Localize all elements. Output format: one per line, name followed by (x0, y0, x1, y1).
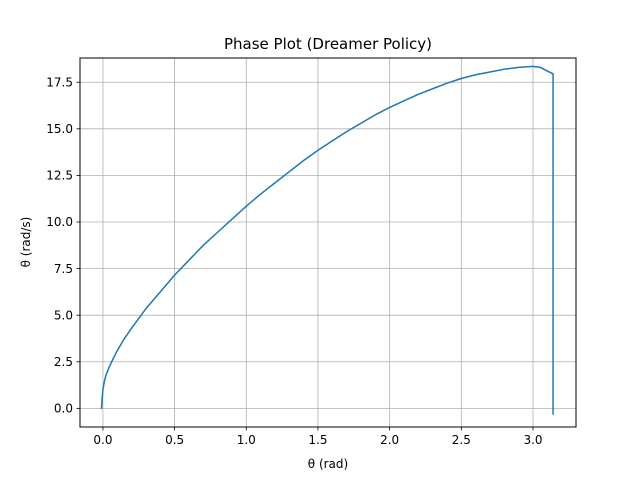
y-tick-label: 12.5 (46, 169, 73, 183)
x-tick-label: 0.0 (93, 433, 112, 447)
x-tick-label: 1.5 (308, 433, 327, 447)
chart-title: Phase Plot (Dreamer Policy) (224, 35, 432, 53)
x-axis-ticks: 0.0 0.5 1.0 1.5 2.0 2.5 3.0 (93, 427, 543, 447)
series-layer (100, 65, 554, 415)
x-tick-label: 3.0 (523, 433, 542, 447)
x-tick-label: 2.5 (452, 433, 471, 447)
x-tick-label: 2.0 (380, 433, 399, 447)
y-tick-label: 15.0 (46, 122, 73, 136)
y-tick-label: 17.5 (46, 75, 73, 89)
x-axis-label: θ (rad) (308, 457, 348, 471)
grid-lines (80, 58, 576, 427)
plot-area-frame (79, 57, 577, 428)
series-line (100, 65, 554, 415)
y-tick-label: 10.0 (46, 215, 73, 229)
y-tick-label: 0.0 (54, 402, 73, 416)
x-tick-label: 0.5 (165, 433, 184, 447)
y-tick-label: 5.0 (54, 308, 73, 322)
y-tick-label: 2.5 (54, 355, 73, 369)
plot-area-background (80, 58, 576, 427)
y-axis-ticks: 0.0 2.5 5.0 7.5 10.0 12.5 15.0 17.5 (46, 75, 80, 416)
y-axis-label: θ (rad/s) (19, 217, 33, 268)
x-tick-label: 1.0 (237, 433, 256, 447)
y-tick-label: 7.5 (54, 262, 73, 276)
